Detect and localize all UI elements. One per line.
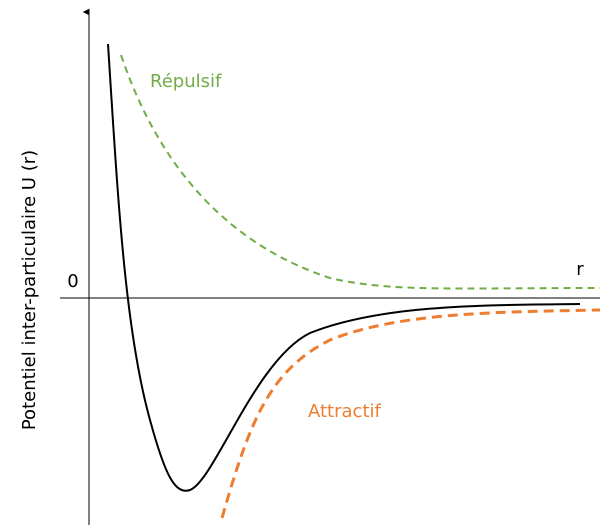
repulsive-curve: [120, 54, 600, 290]
potential-curve: [107, 43, 581, 492]
attractive-label: Attractif: [308, 401, 381, 422]
origin-label: 0: [67, 271, 78, 292]
repulsive-label: Répulsif: [150, 71, 222, 92]
y-axis-label: Potentiel inter-particulaire U (r): [19, 150, 40, 430]
attractive-curve: [220, 308, 600, 519]
x-axis-label: r: [576, 259, 584, 280]
